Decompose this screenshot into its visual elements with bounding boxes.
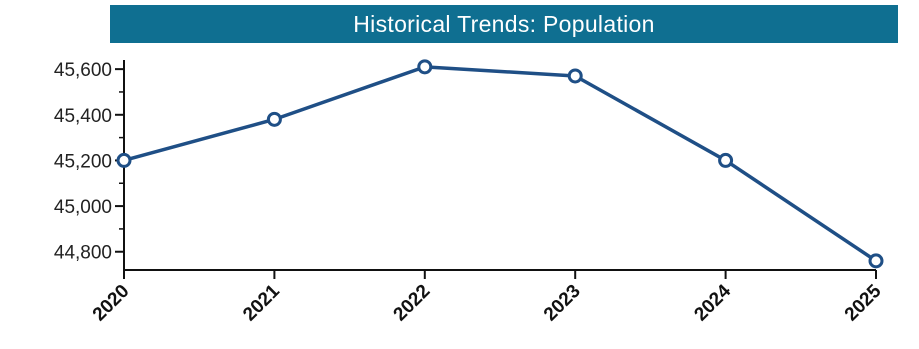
series-line — [123, 65, 877, 263]
x-axis: 2020 2021 2022 2023 2024 2025 — [89, 269, 886, 326]
data-point — [868, 253, 884, 269]
series-population — [116, 59, 884, 269]
x-tick-label: 2023 — [540, 281, 585, 326]
y-axis: 44,800 45,000 45,200 45,400 45,600 — [54, 60, 125, 270]
data-point — [567, 68, 583, 84]
y-tick-label: 44,800 — [54, 243, 112, 264]
x-tick-label: 2020 — [89, 281, 134, 326]
y-tick-label: 45,000 — [54, 197, 112, 218]
data-point — [116, 152, 132, 168]
y-tick-label: 45,400 — [54, 106, 112, 127]
data-point — [417, 59, 433, 75]
x-tick-label: 2022 — [390, 281, 435, 326]
x-tick-label: 2024 — [690, 280, 735, 325]
x-tick-label: 2025 — [841, 280, 886, 325]
data-point — [266, 111, 282, 127]
data-point — [718, 152, 734, 168]
y-tick-label: 45,600 — [54, 60, 112, 81]
chart-title-banner: Historical Trends: Population — [110, 5, 898, 43]
chart-title: Historical Trends: Population — [353, 10, 655, 37]
x-tick-label: 2021 — [239, 280, 284, 325]
y-tick-label: 45,200 — [54, 151, 112, 172]
